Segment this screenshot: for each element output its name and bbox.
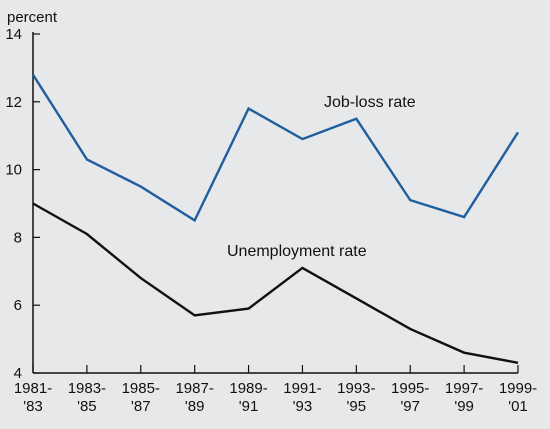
y-tick-label: 8	[14, 229, 22, 246]
x-tick-label-line: 1999-	[499, 380, 537, 397]
x-tick-label-line: 1989-	[229, 380, 267, 397]
x-tick-label-line: '99	[454, 398, 474, 415]
x-tick-label: 1997-'99	[445, 380, 483, 415]
job-loss-rate-label: Job-loss rate	[324, 94, 416, 111]
unemployment-rate-series-group: Unemployment rate	[32, 202, 519, 365]
x-tick-label-line: '83	[23, 398, 43, 415]
axes-group: percent 4 6 8 10 12 14 1981-'83 1983-'85 1985-'87…	[5, 9, 537, 415]
job-loss-rate-line	[31, 74, 520, 223]
x-tick-label: 1995-'97	[391, 380, 429, 415]
x-tick-label: 1991-'93	[283, 380, 321, 415]
y-axis-unit-label: percent	[7, 9, 58, 26]
x-tick-label-line: 1985-	[122, 380, 160, 397]
x-tick-label-line: '93	[293, 398, 313, 415]
x-tick-label: 1993-'95	[337, 380, 375, 415]
x-tick-label-line: '89	[185, 398, 205, 415]
x-tick-label-line: 1987-	[175, 380, 213, 397]
x-tick-label: 1987-'89	[175, 380, 213, 415]
x-tick-label: 1983-'85	[68, 380, 106, 415]
x-tick-label-line: 1993-	[337, 380, 375, 397]
x-tick-label-line: 1983-	[68, 380, 106, 397]
x-tick-label: 1989-'91	[229, 380, 267, 415]
y-tick-label: 10	[5, 162, 22, 179]
x-tick-label: 1981-'83	[14, 380, 52, 415]
y-tick-label: 6	[14, 297, 22, 314]
x-tick-label-line: 1991-	[283, 380, 321, 397]
y-tick-label: 4	[14, 365, 22, 382]
y-tick-label: 12	[5, 94, 22, 111]
unemployment-rate-label: Unemployment rate	[227, 243, 367, 260]
x-tick-label: 1985-'87	[122, 380, 160, 415]
x-tick-label-line: '91	[239, 398, 259, 415]
unemployment-rate-line	[32, 202, 519, 365]
y-tick-label: 14	[5, 26, 22, 43]
x-tick-label-line: '87	[131, 398, 151, 415]
x-tick-label-line: '85	[77, 398, 97, 415]
x-tick-label-line: '97	[400, 398, 420, 415]
x-tick-label-line: '95	[347, 398, 367, 415]
x-tick-label-line: 1997-	[445, 380, 483, 397]
x-tick-label: 1999-'01	[499, 380, 537, 415]
x-tick-label-line: '01	[508, 398, 528, 415]
x-tick-label-line: 1995-	[391, 380, 429, 397]
x-tick-label-line: 1981-	[14, 380, 52, 397]
job-loss-rate-series-group: Job-loss rate	[31, 74, 520, 223]
